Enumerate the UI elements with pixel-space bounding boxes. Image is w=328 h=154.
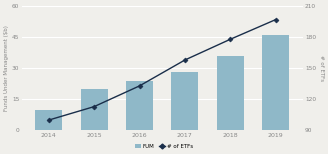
Bar [126, 81, 153, 130]
Bar [80, 89, 108, 130]
Bar [216, 56, 244, 130]
Bar [171, 72, 198, 130]
Y-axis label: Funds Under Management ($b): Funds Under Management ($b) [4, 25, 9, 111]
Bar [35, 110, 62, 130]
Legend: FUM, # of ETFs: FUM, # of ETFs [133, 142, 195, 151]
Bar [262, 35, 289, 130]
Y-axis label: # of ETFs: # of ETFs [319, 55, 324, 81]
